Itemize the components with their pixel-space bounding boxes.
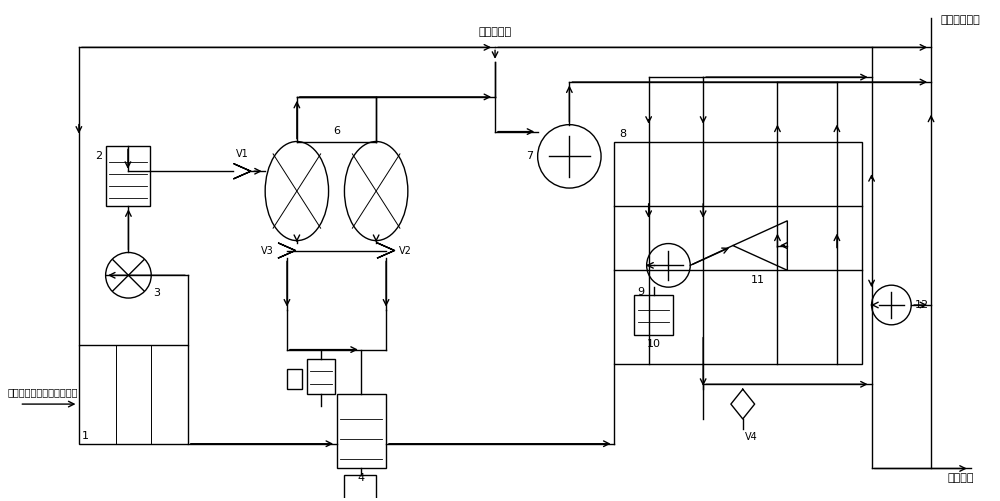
Text: 9: 9 <box>638 287 645 297</box>
Bar <box>634 295 673 335</box>
Text: 液氧产品: 液氧产品 <box>947 473 974 483</box>
Bar <box>614 141 862 364</box>
Bar <box>337 394 386 468</box>
Text: 8: 8 <box>619 129 626 139</box>
Text: 7: 7 <box>527 151 534 161</box>
Text: V3: V3 <box>261 245 274 256</box>
Bar <box>106 146 150 206</box>
Text: 11: 11 <box>751 275 765 285</box>
Text: V1: V1 <box>236 149 249 159</box>
Bar <box>287 369 302 389</box>
Text: 12: 12 <box>915 300 929 310</box>
Text: 2: 2 <box>96 151 103 161</box>
Text: 3: 3 <box>153 288 160 298</box>
Text: V4: V4 <box>745 432 757 442</box>
Bar <box>344 475 376 501</box>
Text: V2: V2 <box>399 245 412 256</box>
Text: 高压氧气产品: 高压氧气产品 <box>941 15 981 25</box>
Bar <box>79 345 188 444</box>
Bar <box>307 360 335 394</box>
Text: 1: 1 <box>82 431 89 441</box>
Text: 出绻色电解水装置副产氧气: 出绻色电解水装置副产氧气 <box>8 387 78 397</box>
Text: 4: 4 <box>358 473 365 483</box>
Text: 10: 10 <box>647 339 661 349</box>
Text: 补充循环气: 补充循环气 <box>478 28 512 38</box>
Text: 6: 6 <box>333 126 340 136</box>
